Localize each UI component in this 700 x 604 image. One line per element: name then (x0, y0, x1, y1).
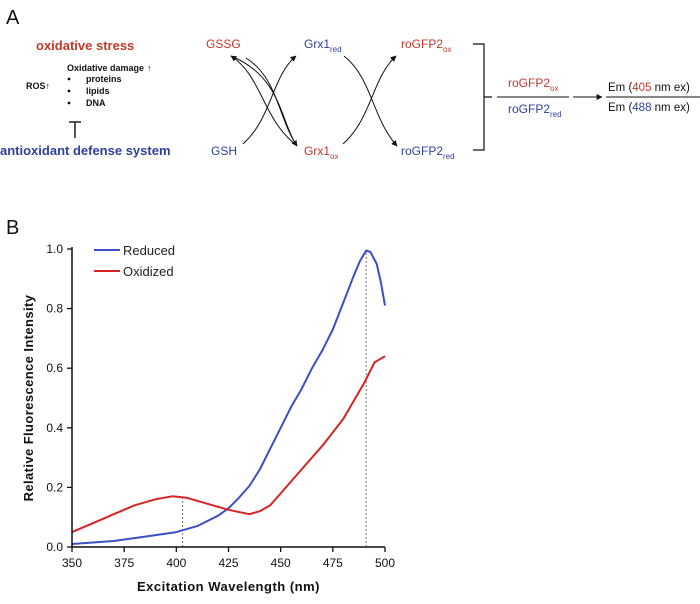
rogfp2-ox-label: roGFP2ox (401, 37, 451, 54)
x-tick-label: 375 (114, 556, 134, 570)
x-tick-label: 350 (62, 556, 82, 570)
oxidative-stress-label: oxidative stress (36, 38, 134, 53)
y-tick-label: 0.2 (46, 480, 63, 494)
damage-title: Oxidative damage ↑ (67, 63, 152, 73)
y-tick-label: 0.4 (46, 421, 63, 435)
em-488-label: Em (488 nm ex) (608, 102, 690, 114)
bullet-icon (67, 77, 71, 81)
arrow-to-grx1red-icon (242, 55, 297, 145)
damage-item-dna: DNA (86, 98, 106, 108)
x-tick-label: 425 (218, 556, 238, 570)
y-tick-label: 1.0 (46, 242, 63, 256)
antioxidant-label: antioxidant defense system (0, 143, 171, 158)
damage-up-arrow: ↑ (147, 63, 152, 73)
arrow-to-rogfp2ox-icon (342, 55, 397, 145)
panel-a-label: A (6, 7, 20, 29)
bullet-icon (67, 101, 71, 105)
ros-up-arrow: ↑ (46, 81, 51, 91)
panel-b-label: B (6, 217, 19, 239)
redox-arrows (230, 55, 398, 147)
fluorescence-chart: 350 375 400 425 450 475 500 0.0 0.2 0.4 0.6 0.8 1.0 E… (21, 242, 395, 594)
y-tick-label: 0.8 (46, 302, 63, 316)
damage-list: proteins lipids DNA (67, 74, 122, 108)
arrow-gsh-to-gssg-icon (230, 55, 297, 146)
em-405-label: Em (405 nm ex) (608, 82, 690, 94)
x-tick-label: 400 (166, 556, 186, 570)
bracket (473, 43, 492, 151)
legend-label: Reduced (123, 243, 175, 258)
x-tick-label: 500 (375, 556, 395, 570)
rogfp2-red-label: roGFP2red (401, 144, 455, 161)
ratio-denominator: roGFP2red (508, 102, 562, 119)
grx1-red-label: Grx1red (304, 37, 342, 54)
x-axis-label: Excitation Wavelength (nm) (137, 579, 320, 594)
series-line-reduced (71, 249, 386, 545)
damage-item-proteins: proteins (86, 74, 122, 84)
gssg-label: GSSG (206, 37, 241, 51)
legend-label: Oxidized (123, 264, 174, 279)
y-tick-label: 0.0 (46, 540, 63, 554)
damage-item-lipids: lipids (86, 86, 110, 96)
inhibition-symbol (69, 121, 81, 138)
grx1-ox-label: Grx1ox (304, 144, 338, 161)
ros-label: ROS↑ (26, 81, 50, 91)
x-tick-label: 450 (271, 556, 291, 570)
y-axis-label: Relative Fluorescence Intensity (21, 294, 36, 501)
y-tick-label: 0.6 (46, 361, 63, 375)
ratio-numerator: roGFP2ox (508, 76, 558, 93)
x-tick-label: 475 (323, 556, 343, 570)
bullet-icon (67, 89, 71, 93)
arrow-to-grx1ox-icon (245, 57, 298, 147)
series-line-oxidized (71, 355, 386, 534)
gsh-label: GSH (211, 144, 237, 158)
